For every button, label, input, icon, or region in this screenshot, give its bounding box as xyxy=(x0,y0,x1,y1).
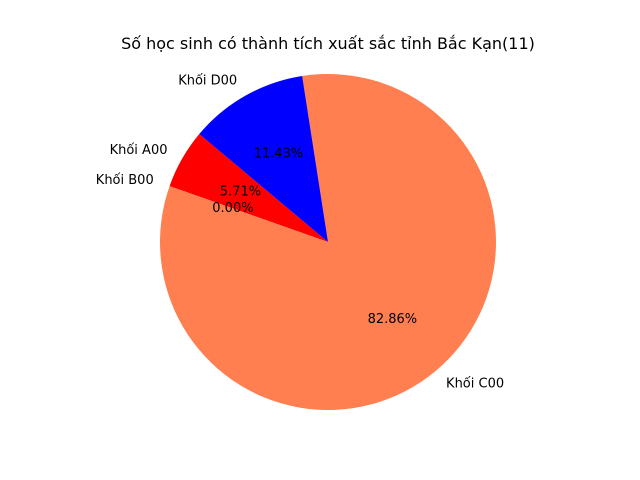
slice-khoi-a00 xyxy=(169,134,328,242)
pie-slices xyxy=(160,73,496,410)
percent-khoi-a00: 5.71% xyxy=(220,185,261,200)
label-khoi-b00: Khối B00 xyxy=(96,173,154,188)
chart-title: Số học sinh có thành tích xuất sắc tỉnh … xyxy=(121,34,535,53)
slice-khoi-c00 xyxy=(160,73,496,410)
label-khoi-c00: Khối C00 xyxy=(446,377,504,392)
label-khoi-d00: Khối D00 xyxy=(178,74,237,89)
percent-khoi-b00: 0.00% xyxy=(212,201,253,216)
pie-labels: Khối A00 5.71% Khối B00 0.00% Khối C00 82.86%… xyxy=(96,74,504,392)
percent-khoi-c00: 82.86% xyxy=(368,312,418,327)
label-khoi-a00: Khối A00 xyxy=(110,143,168,158)
slice-khoi-d00 xyxy=(199,76,328,242)
percent-khoi-d00: 11.43% xyxy=(254,147,304,162)
